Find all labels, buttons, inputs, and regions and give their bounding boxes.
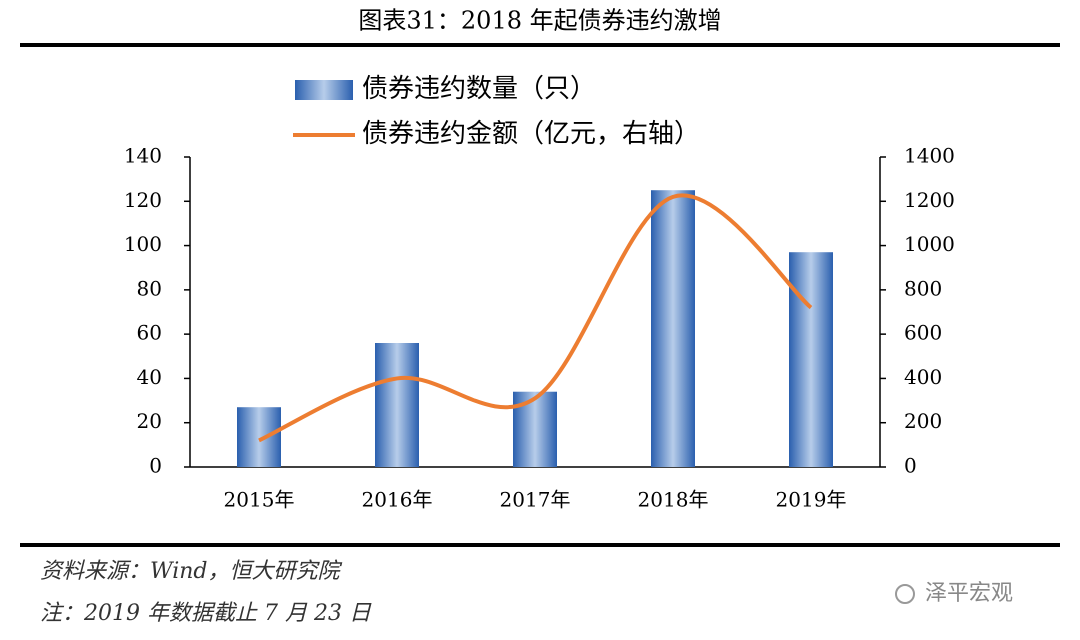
bar	[237, 407, 281, 467]
line	[258, 193, 813, 443]
y2-tick-label: 1400	[904, 144, 955, 168]
x-tick-label: 2018年	[638, 488, 709, 512]
legend-label: 债券违约数量（只）	[362, 74, 596, 104]
bar	[789, 252, 833, 467]
y2-tick-label: 0	[904, 454, 917, 478]
bottom-rule	[20, 543, 1060, 547]
watermark: 泽平宏观	[925, 581, 1013, 606]
x-tick-label: 2017年	[500, 488, 571, 512]
y-tick-label: 140	[124, 144, 162, 168]
x-tick-label: 2016年	[362, 488, 433, 512]
bar	[513, 391, 557, 467]
y2-tick-label: 800	[904, 276, 942, 300]
y2-tick-label: 600	[904, 321, 942, 345]
y-tick-label: 0	[149, 454, 162, 478]
x-tick-label: 2019年	[776, 488, 847, 512]
x-tick-label: 2015年	[224, 488, 295, 512]
y2-tick-label: 400	[904, 365, 942, 389]
y-tick-label: 60	[137, 321, 162, 345]
y2-tick-label: 200	[904, 409, 942, 433]
y-tick-label: 80	[137, 276, 162, 300]
legend-label: 债券违约金额（亿元，右轴）	[362, 119, 700, 149]
chart-title: 图表31：2018 年起债券违约激增	[358, 7, 721, 35]
bar	[375, 343, 419, 467]
source: 资料来源：Wind，恒大研究院	[40, 559, 343, 584]
note: 注：2019 年数据截止 7 月 23 日	[40, 601, 372, 626]
watermark-icon	[895, 584, 915, 604]
y2-tick-label: 1200	[904, 188, 955, 212]
y-tick-label: 120	[124, 188, 162, 212]
y-tick-label: 20	[137, 409, 162, 433]
bar	[651, 190, 695, 467]
legend-swatch	[295, 80, 353, 100]
y2-tick-label: 1000	[904, 232, 955, 256]
y-tick-label: 40	[137, 365, 162, 389]
top-rule	[20, 43, 1060, 47]
y-tick-label: 100	[124, 232, 162, 256]
